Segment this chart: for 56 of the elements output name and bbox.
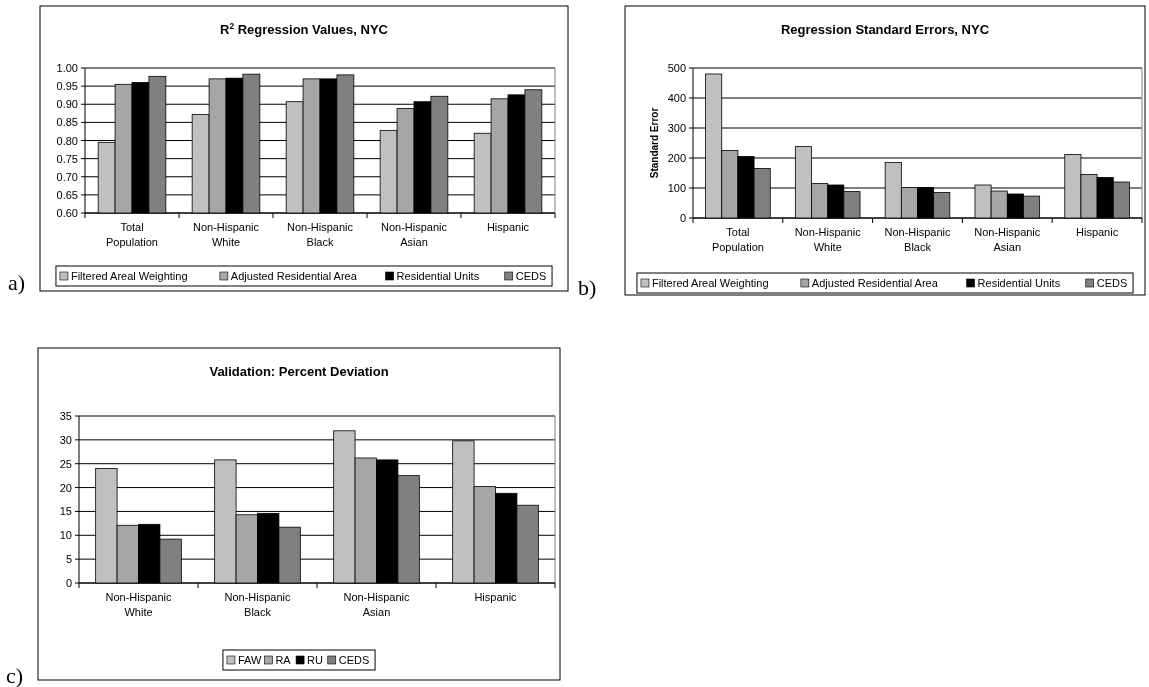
y-tick-label: 0.90 xyxy=(56,98,78,111)
y-tick-label: 35 xyxy=(59,410,72,422)
chart-title: Validation: Percent Deviation xyxy=(209,364,389,379)
chart-title: R$^{2}$ Regression Values, NYC xyxy=(220,21,389,37)
legend-label: CEDS xyxy=(515,270,547,282)
x-tick-label: Non-Hispanic White xyxy=(105,591,173,618)
legend-label: Filtered Areal Weighting xyxy=(70,270,188,282)
y-axis-title: Standard Error xyxy=(649,107,660,179)
y-tick-label: 0.70 xyxy=(56,170,78,183)
x-tick-label: Non-Hispanic White xyxy=(794,226,862,253)
y-tick-label: 500 xyxy=(667,62,686,74)
y-tick-label: 5 xyxy=(65,553,72,566)
legend-label: Adjusted Residential Area xyxy=(230,270,358,282)
legend-label: FAW xyxy=(237,654,262,666)
text: a) xyxy=(8,270,26,295)
y-tick-label: 0 xyxy=(679,212,686,224)
y-tick-label: 25 xyxy=(59,457,72,470)
y-tick-label: 1.00 xyxy=(56,62,78,74)
x-tick-label: Hispanic xyxy=(1076,226,1119,238)
y-tick-label: 0.75 xyxy=(56,152,78,165)
legend-label: CEDS xyxy=(338,654,370,666)
x-tick-label: Non-Hispanic Asian xyxy=(974,226,1041,253)
y-tick-label: 0.65 xyxy=(56,188,78,201)
legend-label: Residential Units xyxy=(396,270,480,282)
text: c) xyxy=(6,663,24,687)
x-tick-label: Total Population xyxy=(106,221,158,248)
x-tick-label: Non-Hispanic Black xyxy=(224,591,292,618)
x-tick-label: Hispanic xyxy=(486,221,530,233)
x-tick-label: Non-Hispanic Black xyxy=(286,221,354,248)
y-tick-label: 20 xyxy=(59,481,72,494)
legend-label: Residential Units xyxy=(977,277,1061,289)
y-tick-label: 0.95 xyxy=(56,80,78,93)
y-tick-label: 30 xyxy=(59,433,72,446)
y-tick-label: 0.80 xyxy=(56,134,78,147)
y-tick-label: 0 xyxy=(65,577,72,589)
y-tick-label: 15 xyxy=(59,505,72,518)
y-tick-label: 400 xyxy=(667,92,686,104)
legend-label: RA xyxy=(275,654,292,666)
text: b) xyxy=(578,275,597,300)
legend-label: Adjusted Residential Area xyxy=(811,277,939,289)
x-tick-label: Non-Hispanic Asian xyxy=(380,221,448,248)
x-tick-label: Non-Hispanic White xyxy=(192,221,260,248)
x-tick-label: Total Population xyxy=(711,226,764,253)
y-tick-label: 200 xyxy=(667,152,686,164)
legend-label: Filtered Areal Weighting xyxy=(651,277,769,289)
y-tick-label: 0.60 xyxy=(56,207,78,219)
y-tick-label: 300 xyxy=(667,122,686,134)
y-tick-label: 100 xyxy=(667,182,686,194)
x-tick-label: Non-Hispanic Black xyxy=(884,226,952,253)
chart-title: Regression Standard Errors, NYC xyxy=(780,22,990,37)
legend-label: RU xyxy=(307,654,324,666)
y-tick-label: 0.85 xyxy=(56,116,78,129)
x-tick-label: Hispanic xyxy=(474,591,518,603)
y-tick-label: 10 xyxy=(59,529,72,542)
x-tick-label: Non-Hispanic Asian xyxy=(343,591,411,618)
legend-label: CEDS xyxy=(1096,277,1128,289)
